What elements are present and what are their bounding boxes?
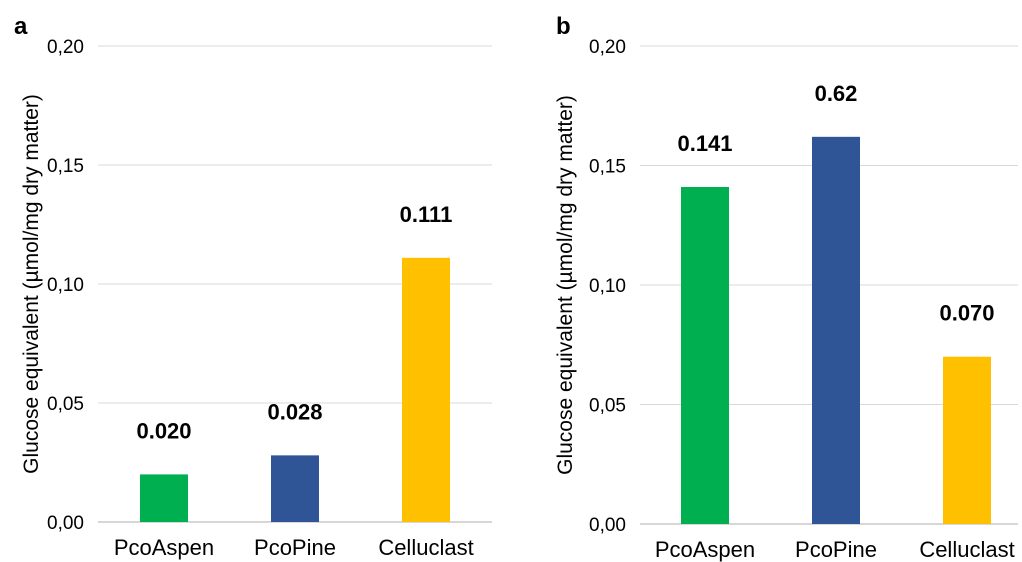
y-tick-label: 0,10 xyxy=(589,276,626,297)
data-label: 0.070 xyxy=(939,301,994,326)
y-axis-label: Glucose equivalent (µmol/mg dry matter) xyxy=(20,94,43,474)
bar-pcopine xyxy=(271,455,319,522)
data-label: 0.028 xyxy=(267,399,322,424)
y-tick-label: 0,05 xyxy=(589,396,626,417)
data-label: 0.141 xyxy=(677,131,732,156)
panel-b: b 0,00 0,05 0,10 0,15 0,20 Glucose equivalent … xyxy=(554,13,1018,562)
y-axis-label: Glucose equivalent (µmol/mg dry matter) xyxy=(554,95,577,475)
bar-pcoaspen xyxy=(681,187,729,524)
x-tick-label: Celluclast xyxy=(919,537,1014,562)
data-label: 0.111 xyxy=(400,202,453,227)
y-tick-label: 0,05 xyxy=(47,394,84,415)
y-tick-label: 0,20 xyxy=(47,37,84,58)
y-tick-label: 0,10 xyxy=(47,275,84,296)
bar-celluclast xyxy=(943,356,991,524)
bar-pcoaspen xyxy=(140,474,188,522)
bar-celluclast xyxy=(402,257,450,522)
panel-letter: a xyxy=(14,13,28,40)
panel-letter: b xyxy=(556,13,571,40)
x-tick-label: PcoPine xyxy=(795,537,877,562)
data-label: 0.020 xyxy=(136,418,191,443)
y-tick-label: 0,00 xyxy=(47,513,84,534)
x-tick-label: PcoPine xyxy=(254,535,336,560)
y-tick-label: 0,15 xyxy=(47,156,84,177)
x-tick-label: Celluclast xyxy=(378,535,473,560)
y-tick-label: 0,20 xyxy=(589,37,626,58)
y-tick-label: 0,00 xyxy=(589,515,626,536)
data-label: 0.62 xyxy=(815,81,858,106)
panel-a: a 0,00 0,05 0,10 0,15 0,20 Glucose equivalent … xyxy=(14,13,492,560)
y-tick-label: 0,15 xyxy=(589,157,626,178)
x-tick-label: PcoAspen xyxy=(114,535,214,560)
x-tick-label: PcoAspen xyxy=(655,537,755,562)
bar-pcopine xyxy=(812,136,860,524)
